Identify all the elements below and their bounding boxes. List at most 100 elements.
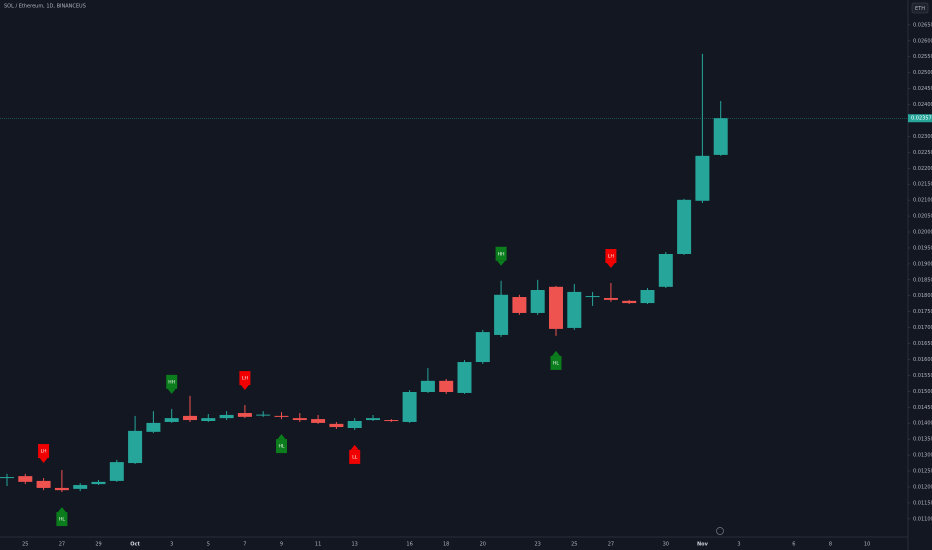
last-price-label: 0.02357 (911, 116, 932, 122)
candle-body (695, 155, 710, 201)
y-tick-label: 0.02600 (913, 38, 932, 44)
candle-body (164, 418, 179, 422)
pivot-label-box (239, 371, 251, 386)
candle-body (146, 422, 161, 432)
y-tick-label: 0.02550 (913, 54, 932, 60)
candle-body (457, 362, 472, 393)
y-tick-label: 0.02250 (913, 150, 932, 156)
y-tick-label: 0.02050 (913, 214, 932, 220)
candle-body (292, 418, 307, 421)
pivot-label-box (495, 246, 507, 261)
x-tick-label: 6 (792, 542, 795, 548)
candle-body (640, 290, 655, 304)
pivot-label: HL (553, 360, 559, 366)
x-tick-label: 18 (443, 542, 449, 548)
y-tick-label: 0.01550 (913, 373, 932, 379)
pivot-arrow (552, 350, 560, 356)
x-tick-label: 27 (59, 542, 65, 548)
candle-body (384, 420, 399, 422)
x-tick-label: 23 (535, 542, 541, 548)
x-tick-label: 3 (737, 542, 740, 548)
candle-body (622, 300, 637, 304)
candle-body (183, 415, 197, 421)
x-tick-label: 30 (663, 542, 669, 548)
pivot-label-box (56, 512, 68, 527)
y-tick-label: 0.01600 (913, 357, 932, 363)
last-price-tag (908, 114, 932, 123)
pivot-label: LH (41, 449, 47, 455)
y-tick-label: 0.02650 (913, 22, 932, 28)
candle-body (36, 480, 51, 488)
pivot-label: HH (168, 379, 175, 385)
y-tick-label: 0.01700 (913, 325, 932, 331)
y-tick-label: 0.01800 (913, 293, 932, 299)
candle-body (256, 414, 271, 416)
y-tick-label: 0.01950 (913, 245, 932, 251)
x-tick-label: 16 (406, 542, 412, 548)
candle-body (366, 418, 380, 421)
pivot-label-box (276, 439, 287, 454)
timezone-icon[interactable] (716, 527, 724, 535)
x-tick-label: 25 (571, 542, 577, 548)
y-tick-label: 0.01400 (913, 421, 932, 427)
candle-body (201, 418, 216, 421)
pivot-label: LL (352, 454, 358, 460)
x-tick-label: 3 (170, 542, 173, 548)
x-tick-label: Nov (697, 542, 709, 548)
y-tick-label: 0.02400 (913, 102, 932, 108)
candle-body (274, 415, 289, 417)
x-tick-label: 8 (829, 542, 832, 548)
candle-body (420, 380, 435, 392)
x-tick-label: 7 (243, 542, 246, 548)
pivot-arrow (57, 507, 66, 513)
y-tick-label: 0.01900 (913, 261, 932, 267)
x-tick-label: 13 (352, 542, 358, 548)
pivot-label: HH (498, 251, 505, 257)
candle-body (677, 199, 692, 254)
y-tick-label: 0.01250 (913, 469, 932, 475)
pivot-label: LH (608, 254, 614, 260)
pivot-arrow (240, 385, 249, 391)
currency-button[interactable] (911, 2, 929, 14)
y-tick-label: 0.02100 (913, 198, 932, 204)
candle-body (439, 380, 454, 392)
y-tick-label: 0.02450 (913, 86, 932, 92)
candle-body (494, 294, 509, 335)
y-tick-label: 0.02200 (913, 166, 932, 172)
pivot-label: HL (59, 517, 65, 523)
y-tick-label: 0.01300 (913, 453, 932, 459)
chart-title: SOL / Ethereum, 1D, BINANCEUS (4, 4, 86, 10)
x-tick-label: 29 (95, 542, 101, 548)
pivot-arrow (167, 388, 176, 394)
currency-button-label[interactable]: ETH (915, 6, 925, 12)
x-tick-label: 9 (280, 542, 283, 548)
x-tick-label: 20 (480, 542, 486, 548)
candle-body (549, 286, 563, 329)
x-tick-label: 5 (207, 542, 210, 548)
candle-body (109, 462, 124, 481)
candle-body (128, 430, 143, 464)
candle-body (54, 487, 69, 491)
pivot-arrow (39, 458, 48, 464)
candle-body (73, 485, 88, 489)
candle-body (567, 291, 582, 328)
candle-body (713, 118, 728, 155)
y-tick-label: 0.01850 (913, 277, 932, 283)
pivot-arrow (497, 260, 506, 266)
pivot-arrow (606, 263, 615, 269)
y-tick-label: 0.01750 (913, 309, 932, 315)
candle-body (585, 296, 600, 298)
candle-body (0, 477, 14, 479)
candle-body (91, 481, 106, 485)
pivot-arrow (350, 444, 359, 450)
candle-body (347, 420, 362, 429)
candle-body (311, 419, 326, 423)
y-tick-label: 0.01150 (913, 500, 932, 506)
y-tick-label: 0.01650 (913, 341, 932, 347)
candle-body (475, 332, 490, 363)
candle-body (18, 476, 33, 482)
y-tick-label: 0.01200 (913, 484, 932, 490)
y-tick-label: 0.02300 (913, 134, 932, 140)
pivot-arrow (277, 434, 286, 440)
